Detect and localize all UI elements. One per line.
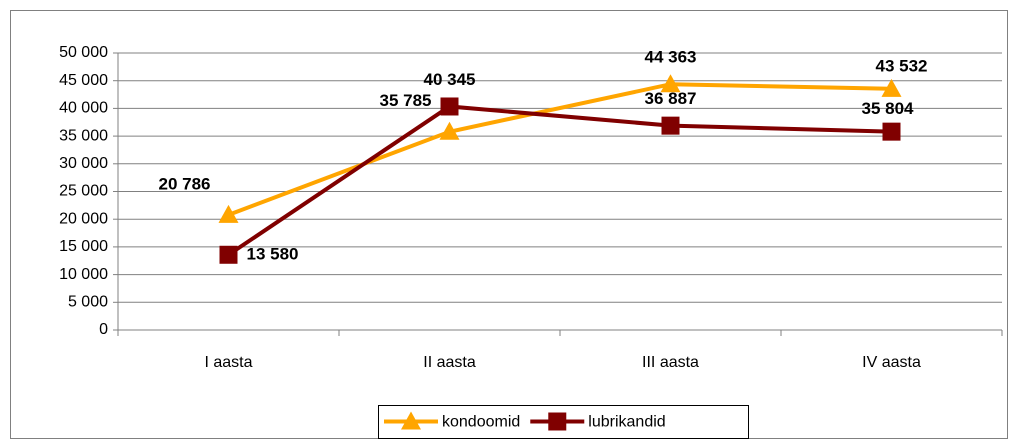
- marker: [218, 204, 239, 223]
- marker: [661, 116, 680, 135]
- marker: [439, 121, 460, 140]
- y-tick-label: 30 000: [59, 155, 108, 172]
- marker: [548, 412, 567, 431]
- value-label: 35 785: [380, 91, 432, 110]
- y-tick-label: 0: [99, 321, 108, 338]
- value-label: 44 363: [645, 48, 697, 67]
- value-label: 40 345: [424, 70, 476, 89]
- x-tick-label: II aasta: [423, 354, 476, 371]
- y-tick-label: 25 000: [59, 183, 108, 200]
- y-tick-label: 50 000: [59, 44, 108, 61]
- series-line: [227, 104, 892, 257]
- legend-label: kondoomid: [442, 414, 520, 431]
- y-tick-label: 45 000: [59, 72, 108, 89]
- series-line: [227, 82, 892, 217]
- x-tick-label: I aasta: [204, 354, 252, 371]
- x-tick-label: IV aasta: [862, 354, 921, 371]
- chart-frame: [10, 10, 1008, 439]
- y-tick-label: 15 000: [59, 238, 108, 255]
- value-label: 43 532: [876, 56, 928, 75]
- x-tick-label: III aasta: [642, 354, 699, 371]
- marker: [440, 97, 459, 116]
- marker: [219, 245, 238, 264]
- value-label: 36 887: [645, 89, 697, 108]
- y-tick-label: 40 000: [59, 100, 108, 117]
- marker: [401, 411, 421, 430]
- value-label: 20 786: [159, 174, 211, 193]
- value-label: 35 804: [862, 99, 915, 118]
- marker: [881, 78, 902, 97]
- y-tick-label: 20 000: [59, 210, 108, 227]
- y-tick-label: 10 000: [59, 266, 108, 283]
- y-tick-label: 5 000: [68, 294, 108, 311]
- y-tick-label: 35 000: [59, 127, 108, 144]
- marker: [660, 74, 681, 93]
- marker: [882, 122, 901, 141]
- value-label: 13 580: [247, 244, 299, 263]
- legend-label: lubrikandid: [588, 414, 665, 431]
